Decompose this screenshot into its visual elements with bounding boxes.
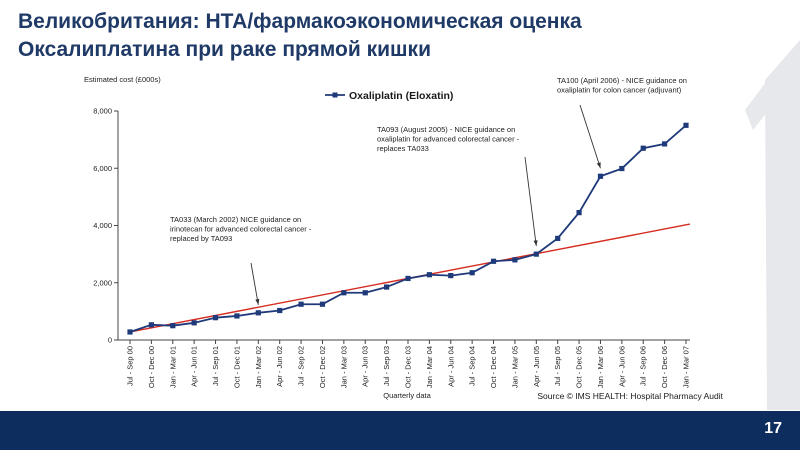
data-point (597, 173, 604, 179)
annotation-text: replaced by TA093 (170, 234, 232, 243)
x-tick-label: Apr - Jun 06 (617, 346, 626, 387)
data-point (662, 141, 668, 147)
y-tick-label: 0 (108, 336, 112, 345)
data-point (448, 272, 454, 279)
data-point (426, 272, 432, 278)
x-axis-title: Quarterly data (383, 391, 431, 400)
x-tick-label: Apr - Jun 05 (532, 346, 541, 387)
data-point (469, 270, 475, 276)
chart-axes: 0 2,000 4,000 6,000 8,000 Jul - Sep 00 Oct - D… (93, 107, 690, 389)
x-tick-label: Apr - Jun 01 (190, 346, 199, 387)
data-point (127, 329, 133, 335)
legend-series-label: Oxaliplatin (Eloxatin) (349, 90, 453, 102)
x-tick-label: Jan - Mar 01 (168, 346, 177, 388)
x-tick-label: Oct - Dec 04 (489, 346, 498, 388)
data-point (341, 290, 347, 296)
x-tick-label: Oct - Dec 03 (404, 346, 413, 388)
annotation-text: oxaliplatin for colon cancer (adjuvant) (557, 86, 682, 95)
data-point (319, 301, 326, 307)
data-point (512, 257, 518, 263)
y-axis-title: Estimated cost (£000s) (84, 75, 161, 84)
data-point (683, 122, 689, 128)
series-group (127, 122, 689, 335)
x-tick-label: Jan - Mar 05 (510, 346, 519, 388)
x-tick-label: Jul - Sep 00 (126, 346, 135, 386)
annotations-group: TA033 (March 2002) NICE guidance onirino… (170, 76, 687, 305)
data-point (405, 275, 411, 282)
x-tick-label: Jan - Mar 02 (254, 346, 263, 388)
y-tick-label: 2,000 (93, 278, 112, 287)
x-tick-label: Jan - Mar 04 (425, 346, 434, 388)
decorative-number-graphic (745, 40, 800, 410)
annotation-text: irinotecan for advanced colorectal cance… (170, 225, 312, 234)
annotation-text: replaces TA033 (377, 144, 429, 153)
x-tick-label: Jan - Mar 03 (339, 346, 348, 388)
data-point (170, 323, 176, 329)
annotation-arrowhead (533, 240, 538, 247)
data-point (255, 310, 261, 316)
annotation-arrow (579, 104, 601, 169)
x-tick-label: Oct - Dec 01 (232, 346, 241, 388)
data-point (533, 251, 539, 257)
y-tick-label: 6,000 (93, 164, 112, 173)
data-point (362, 290, 368, 296)
data-point (191, 320, 197, 326)
data-point (277, 307, 283, 314)
annotation-text: oxaliplatin for advanced colorectal canc… (377, 135, 520, 144)
legend-square-marker (332, 92, 338, 98)
annotation-text: TA100 (April 2006) - NICE guidance on (557, 76, 687, 85)
x-tick-label: Oct - Dec 00 (147, 346, 156, 388)
title-line-2: Оксалиплатина при раке прямой кишки (18, 38, 431, 61)
data-point (576, 210, 582, 216)
x-tick-label: Jul - Sep 03 (382, 346, 391, 386)
source-note: Source © IMS HEALTH: Hospital Pharmacy A… (537, 391, 723, 401)
page-number: 17 (764, 420, 782, 437)
x-tick-label: Apr - Jun 03 (361, 346, 370, 387)
data-point (212, 315, 219, 321)
x-tick-label: Oct - Dec 06 (660, 346, 669, 388)
x-tick-label: Jul - Sep 05 (553, 346, 562, 386)
footer-bar: 17 (0, 411, 800, 450)
x-tick-label: Jul - Sep 02 (297, 346, 306, 386)
annotation-arrow (250, 262, 259, 305)
x-tick-label: Jan - Mar 06 (596, 346, 605, 388)
annotation-text: TA033 (March 2002) NICE guidance on (170, 215, 301, 224)
x-tick-label: Oct - Dec 02 (318, 346, 327, 388)
x-tick-label: Oct - Dec 05 (575, 346, 584, 388)
data-point (490, 258, 497, 264)
y-tick-label: 8,000 (93, 107, 112, 116)
data-point (384, 284, 390, 290)
title-line-1: Великобритания: НТА/фармакоэкономическая… (18, 10, 582, 33)
x-tick-label: Jul - Sep 01 (211, 346, 220, 386)
x-tick-label: Apr - Jun 02 (275, 346, 284, 387)
data-point (148, 322, 154, 328)
x-tick-label: Jan - Mar 07 (682, 346, 691, 388)
x-tick-label: Apr - Jun 04 (446, 346, 455, 387)
line-chart: Estimated cost (£000s) Oxaliplatin (Elox… (84, 75, 724, 401)
annotation-arrow (524, 156, 537, 247)
data-point (298, 301, 304, 307)
x-tick-label: Jul - Sep 06 (639, 346, 648, 386)
y-tick-label: 4,000 (93, 221, 112, 230)
data-point (555, 235, 561, 241)
x-tick-label: Jul - Sep 04 (468, 346, 477, 386)
slide-title: Великобритания: НТА/фармакоэкономическая… (18, 8, 778, 64)
data-point (234, 313, 240, 319)
annotation-arrowhead (596, 162, 601, 169)
annotation-arrowhead (255, 298, 260, 305)
data-point (619, 165, 625, 172)
annotation-text: TA093 (August 2005) - NICE guidance on (377, 125, 515, 134)
chart-legend: Oxaliplatin (Eloxatin) (325, 90, 453, 102)
data-point (640, 145, 646, 151)
